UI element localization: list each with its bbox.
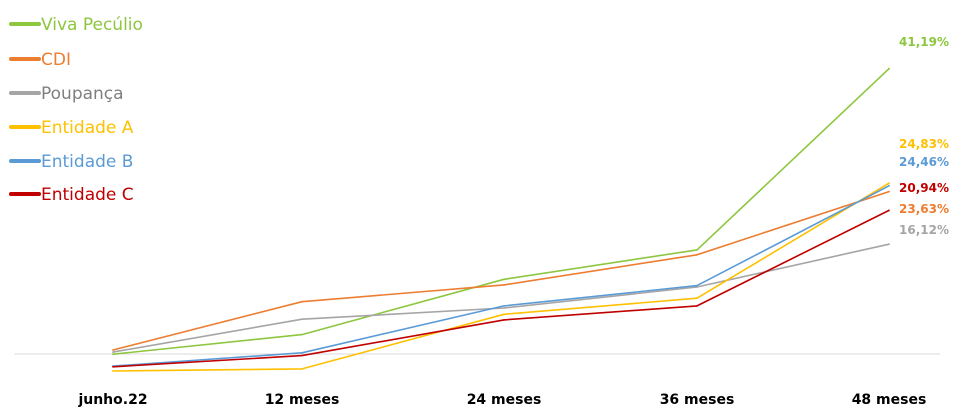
x-tick-label-1: 12 meses (265, 392, 340, 408)
data-point-entidade-b-3 (696, 284, 698, 287)
legend-label-entidade-b: Entidade B (41, 152, 133, 172)
series-line-entidade-b (112, 185, 890, 367)
data-point-poupanca-1 (301, 318, 303, 321)
data-point-poupanca-3 (696, 286, 698, 288)
data-point-cdi-3 (696, 253, 698, 256)
data-point-entidade-c-2 (503, 319, 505, 321)
end-labels: 41,19% 23,63% 16,12% 24,83% 24,46% 20,94% (899, 35, 949, 237)
end-label-entidade-a: 24,83% (899, 137, 949, 151)
data-point-entidade-c-0 (112, 365, 114, 368)
legend-item-viva-peculio: Viva Pecúlio (9, 15, 143, 35)
x-tick-label-2: 24 meses (467, 392, 542, 408)
legend-label-entidade-c: Entidade C (41, 185, 134, 205)
data-point-viva-peculio-3 (696, 249, 698, 251)
series-entidade-a (112, 182, 890, 372)
data-point-entidade-a-2 (503, 313, 505, 316)
data-point-entidade-c-3 (696, 305, 698, 307)
x-tick-label-4: 48 meses (852, 392, 927, 408)
series-viva-peculio (112, 67, 890, 356)
data-point-cdi-0 (112, 349, 114, 351)
data-point-viva-peculio-2 (503, 278, 505, 281)
data-point-entidade-a-0 (112, 370, 114, 372)
end-label-entidade-b: 24,46% (899, 155, 949, 169)
data-point-poupanca-2 (503, 307, 505, 309)
data-point-cdi-2 (503, 284, 505, 286)
series-line-entidade-c (112, 209, 890, 368)
data-point-entidade-c-1 (301, 354, 303, 357)
data-point-entidade-a-4 (888, 182, 890, 185)
legend-label-viva-peculio: Viva Pecúlio (41, 15, 143, 35)
legend-item-cdi: CDI (9, 50, 71, 70)
x-tick-label-3: 36 meses (660, 392, 735, 408)
data-point-viva-peculio-0 (112, 353, 114, 356)
series-poupanca (112, 243, 890, 353)
x-axis-labels: junho.22 12 meses 24 meses 36 meses 48 meses (77, 392, 926, 408)
series-line-poupanca (112, 243, 890, 353)
series-layer (112, 67, 890, 372)
data-point-entidade-a-3 (696, 297, 698, 300)
legend-item-poupanca: Poupança (9, 84, 124, 104)
data-point-entidade-b-1 (301, 351, 303, 354)
data-point-entidade-b-2 (503, 305, 505, 307)
legend-label-cdi: CDI (41, 50, 71, 70)
end-label-poupanca: 16,12% (899, 223, 949, 237)
data-point-entidade-c-4 (888, 209, 890, 212)
end-label-entidade-c: 20,94% (899, 181, 949, 195)
end-label-cdi: 23,63% (899, 202, 949, 216)
series-entidade-c (112, 209, 890, 368)
legend-item-entidade-c: Entidade C (9, 185, 134, 205)
legend-item-entidade-b: Entidade B (9, 152, 133, 172)
series-entidade-b (112, 184, 890, 367)
data-point-viva-peculio-1 (301, 333, 303, 336)
end-label-viva-peculio: 41,19% (899, 35, 949, 49)
data-point-entidade-b-4 (888, 184, 890, 187)
legend-label-entidade-a: Entidade A (41, 118, 134, 138)
series-line-viva-peculio (112, 68, 890, 355)
legend-item-entidade-a: Entidade A (9, 118, 134, 138)
data-point-poupanca-0 (112, 351, 114, 353)
x-tick-label-0: junho.22 (77, 392, 147, 408)
data-point-poupanca-4 (888, 243, 890, 246)
legend: Viva Pecúlio CDI Poupança Entidade A Entidad… (9, 15, 143, 205)
data-point-cdi-1 (301, 300, 303, 303)
legend-label-poupanca: Poupança (41, 84, 124, 104)
data-point-entidade-a-1 (301, 368, 303, 370)
data-point-viva-peculio-4 (888, 67, 890, 70)
series-cdi (112, 190, 890, 351)
data-point-cdi-4 (888, 190, 890, 193)
